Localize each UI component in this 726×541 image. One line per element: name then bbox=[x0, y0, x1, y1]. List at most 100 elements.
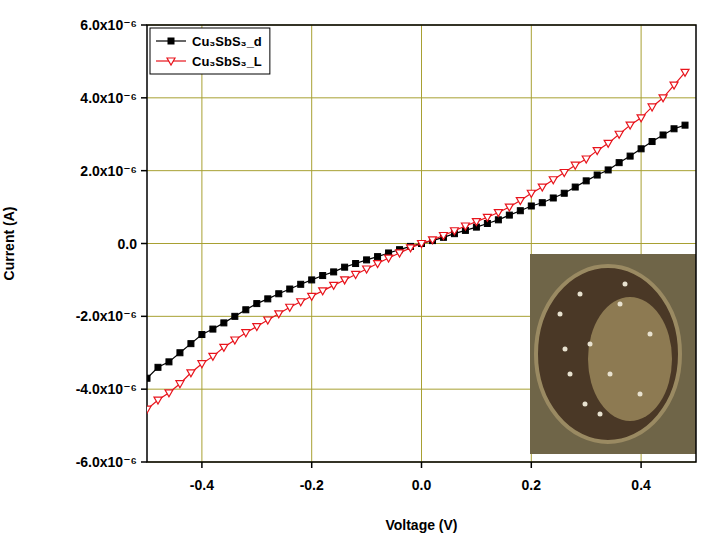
x-tick-label: 0.0 bbox=[412, 477, 432, 493]
marker bbox=[352, 271, 360, 278]
marker bbox=[616, 160, 622, 166]
marker bbox=[188, 341, 194, 347]
legend-marker bbox=[168, 38, 174, 44]
legend: Cu₃SbS₃_dCu₃SbS₃_L bbox=[150, 28, 270, 74]
marker bbox=[583, 178, 589, 184]
marker bbox=[538, 184, 546, 191]
marker bbox=[560, 169, 568, 176]
marker bbox=[561, 190, 567, 196]
y-tick-label: 0.0 bbox=[118, 236, 138, 252]
marker bbox=[374, 261, 382, 268]
marker bbox=[209, 353, 217, 360]
marker bbox=[659, 95, 667, 102]
series-line bbox=[147, 72, 685, 409]
marker bbox=[604, 140, 612, 147]
photo-speck bbox=[583, 402, 588, 407]
marker bbox=[615, 131, 623, 138]
grid-line bbox=[147, 170, 696, 171]
marker bbox=[221, 320, 227, 326]
x-tick bbox=[201, 462, 203, 468]
marker bbox=[265, 296, 271, 302]
marker bbox=[550, 195, 556, 201]
marker bbox=[681, 69, 689, 76]
marker bbox=[276, 291, 282, 297]
y-tick-label: 4.0x10⁻⁶ bbox=[80, 90, 137, 106]
photo-speck bbox=[563, 347, 568, 352]
photo-speck bbox=[578, 292, 583, 297]
y-tick bbox=[141, 316, 147, 318]
x-axis-title: Voltage (V) bbox=[385, 517, 457, 533]
marker bbox=[648, 104, 656, 111]
marker bbox=[286, 304, 294, 311]
photo-speck bbox=[618, 302, 623, 307]
marker bbox=[210, 326, 216, 332]
photo-speck bbox=[638, 392, 643, 397]
marker bbox=[298, 281, 304, 287]
x-tick-label: 0.2 bbox=[522, 477, 542, 493]
marker bbox=[264, 317, 272, 324]
marker bbox=[147, 406, 151, 413]
marker bbox=[363, 266, 371, 273]
marker bbox=[341, 277, 349, 284]
x-tick-label: -0.2 bbox=[300, 477, 324, 493]
y-tick bbox=[141, 170, 147, 172]
marker bbox=[671, 126, 677, 132]
marker bbox=[539, 200, 545, 206]
photo-speck bbox=[608, 372, 613, 377]
marker bbox=[637, 115, 645, 122]
marker bbox=[670, 82, 678, 89]
marker bbox=[494, 210, 502, 217]
photo-speck bbox=[558, 312, 563, 317]
y-tick bbox=[141, 243, 147, 245]
marker bbox=[297, 299, 305, 306]
x-tick bbox=[311, 462, 313, 468]
marker bbox=[385, 255, 393, 262]
x-tick bbox=[421, 462, 423, 468]
legend-box bbox=[150, 28, 270, 74]
marker bbox=[549, 177, 557, 184]
marker bbox=[472, 219, 480, 226]
photo-speck bbox=[648, 332, 653, 337]
marker bbox=[626, 122, 634, 129]
photo-speck bbox=[568, 372, 573, 377]
x-tick bbox=[531, 462, 533, 468]
x-tick-label: -0.4 bbox=[190, 477, 214, 493]
marker bbox=[571, 162, 579, 169]
photo-ground bbox=[530, 254, 696, 454]
marker bbox=[155, 364, 161, 370]
marker bbox=[627, 153, 633, 159]
photo-sample bbox=[588, 297, 672, 421]
marker bbox=[428, 237, 436, 244]
marker bbox=[375, 254, 381, 260]
series-line bbox=[147, 125, 685, 378]
photo-speck bbox=[623, 282, 628, 287]
marker bbox=[638, 146, 644, 152]
y-tick bbox=[141, 388, 147, 390]
marker bbox=[309, 277, 315, 283]
y-tick-label: -6.0x10⁻⁶ bbox=[76, 454, 137, 470]
marker bbox=[660, 132, 666, 138]
marker bbox=[232, 313, 238, 319]
y-axis-title: Current (A) bbox=[1, 207, 17, 281]
x-tick-label: 0.4 bbox=[631, 477, 651, 493]
marker bbox=[407, 245, 415, 252]
marker bbox=[330, 282, 338, 289]
y-tick-label: 2.0x10⁻⁶ bbox=[80, 163, 137, 179]
y-tick bbox=[141, 461, 147, 463]
marker bbox=[461, 223, 469, 230]
marker bbox=[177, 350, 183, 356]
photo-speck bbox=[598, 412, 603, 417]
marker bbox=[187, 370, 195, 377]
plot-frame bbox=[147, 25, 696, 462]
marker bbox=[242, 330, 250, 337]
marker bbox=[418, 241, 426, 248]
y-tick-label: -2.0x10⁻⁶ bbox=[76, 308, 137, 324]
marker bbox=[572, 184, 578, 190]
marker bbox=[594, 172, 600, 178]
marker bbox=[342, 264, 348, 270]
marker bbox=[319, 288, 327, 295]
marker bbox=[505, 204, 513, 211]
marker bbox=[429, 238, 435, 244]
legend-label: Cu₃SbS₃_L bbox=[192, 54, 262, 69]
marker bbox=[527, 190, 535, 197]
